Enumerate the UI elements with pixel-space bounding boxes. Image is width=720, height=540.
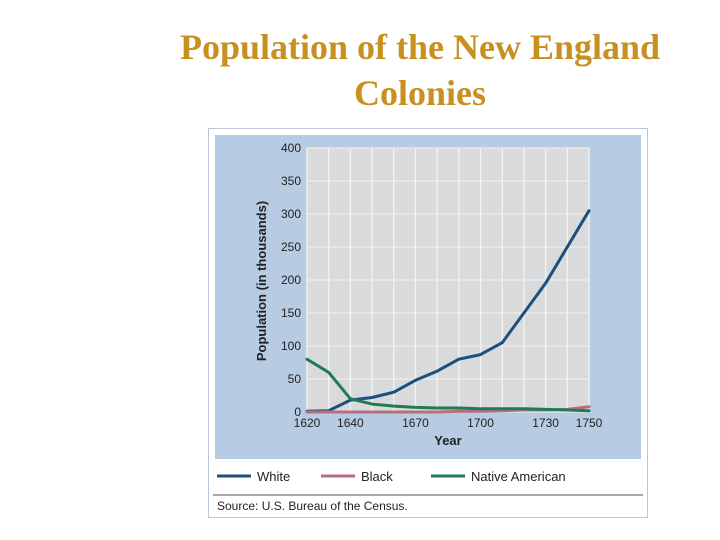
x-tick-label: 1670 [402, 416, 429, 430]
y-axis-ticks: 0 50 100 150 200 250 300 350 400 [281, 141, 301, 419]
series-line-native-american [305, 357, 591, 413]
legend-label-black: Black [361, 469, 393, 484]
population-chart: 0 50 100 150 200 250 300 350 400 1620 1640 1670 170… [213, 135, 643, 513]
legend-label-native-american: Native American [471, 469, 566, 484]
x-tick-label: 1700 [467, 416, 494, 430]
slide-title-line-1: Population of the New England [179, 27, 661, 67]
x-tick-label: 1750 [576, 416, 603, 430]
y-axis-label: Population (in thousands) [254, 201, 269, 361]
y-tick-label: 250 [281, 240, 301, 254]
y-tick-label: 400 [281, 141, 301, 155]
chart-figure: 0 50 100 150 200 250 300 350 400 1620 1640 1670 170… [208, 128, 648, 518]
source-note: Source: U.S. Bureau of the Census. [217, 499, 408, 513]
x-tick-label: 1730 [532, 416, 559, 430]
slide-title: Population of the New England Colonies [130, 24, 710, 116]
x-axis-label: Year [434, 433, 461, 448]
series-lines [305, 209, 591, 414]
y-tick-label: 200 [281, 273, 301, 287]
legend: White Black Native American [217, 469, 566, 484]
y-tick-label: 300 [281, 207, 301, 221]
y-tick-label: 150 [281, 306, 301, 320]
grid-lines [306, 147, 590, 413]
x-axis-ticks: 1620 1640 1670 1700 1730 1750 [294, 416, 603, 430]
y-tick-label: 100 [281, 339, 301, 353]
y-tick-label: 350 [281, 174, 301, 188]
y-tick-label: 50 [288, 372, 302, 386]
y-tick-label: 0 [294, 405, 301, 419]
slide-title-line-2: Colonies [353, 73, 486, 113]
x-tick-label: 1620 [294, 416, 321, 430]
x-tick-label: 1640 [337, 416, 364, 430]
legend-label-white: White [257, 469, 290, 484]
